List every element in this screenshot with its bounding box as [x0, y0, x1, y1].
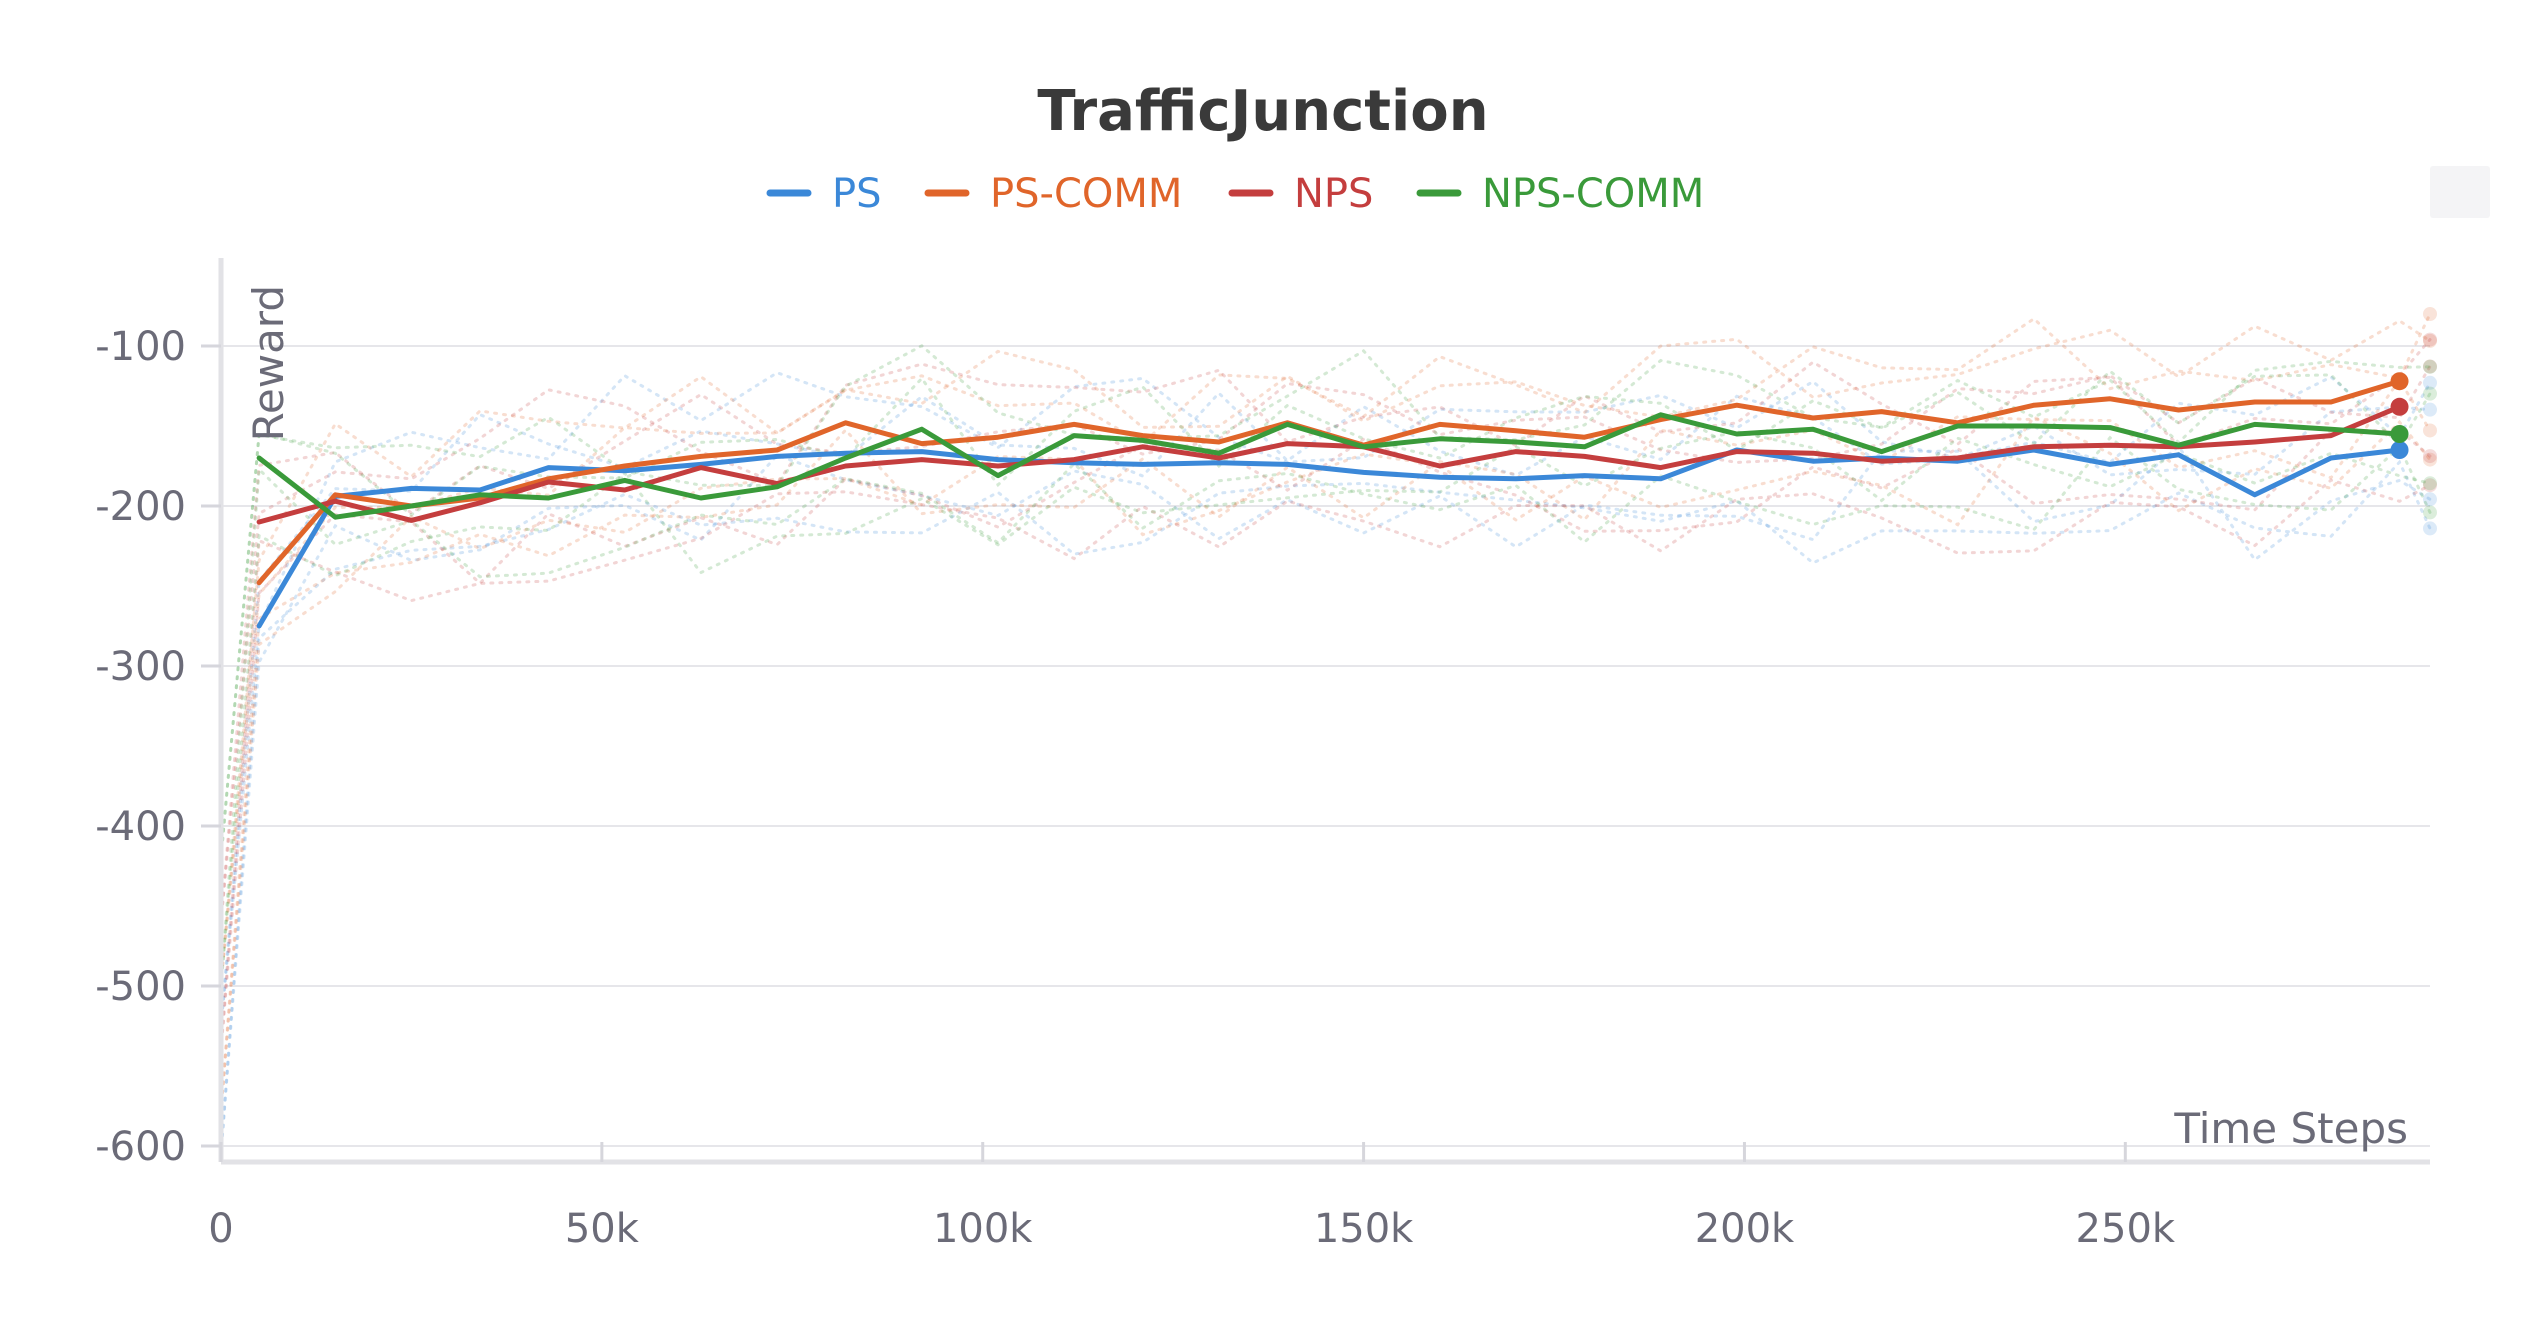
series-lines [256, 372, 2409, 629]
run-trace-end-0-1 [2423, 402, 2437, 417]
run-trace-0-2 [219, 459, 2432, 1156]
y-tick-label-0: -100 [95, 324, 186, 370]
run-trace-3-2 [219, 435, 2432, 988]
run-trace-end-2-3 [2423, 332, 2437, 347]
chart-title: TrafficJunction [1037, 79, 1488, 144]
run-trace-1-0 [219, 377, 2432, 1113]
run-trace-3-0 [219, 430, 2432, 988]
legend-label-nps-comm[interactable]: NPS-COMM [1482, 171, 1704, 217]
legend-label-nps[interactable]: NPS [1294, 171, 1373, 217]
gridlines [221, 345, 2430, 1147]
run-trace-0-3 [219, 371, 2432, 1028]
x-tick-label-2: 100k [933, 1206, 1033, 1252]
run-trace-end-2-0 [2423, 449, 2437, 464]
x-axis-ticks: 0 50k 100k 150k 200k 250k [208, 1142, 2176, 1252]
run-trace-0-1 [219, 390, 2432, 1028]
run-trace-3-1 [219, 369, 2432, 860]
y-tick-label-2: -300 [95, 644, 186, 690]
run-trace-2-1 [219, 365, 2432, 924]
run-trace-end-2-2 [2423, 478, 2437, 493]
y-axis-ticks: -100 -200 -300 -400 -500 -600 [95, 324, 221, 1170]
legend-menu-icon[interactable] [2430, 166, 2490, 218]
run-trace-2-2 [219, 478, 2432, 1052]
y-tick-label-1: -200 [95, 484, 186, 530]
run-trace-end-3-0 [2423, 476, 2437, 491]
legend-label-ps-comm[interactable]: PS-COMM [990, 171, 1182, 217]
run-trace-end-1-1 [2423, 333, 2437, 348]
y-tick-label-3: -400 [95, 804, 186, 850]
legend-label-ps[interactable]: PS [832, 171, 882, 217]
series-endpoint-nps[interactable] [2390, 397, 2409, 416]
series-line-ps-comm[interactable] [256, 378, 2402, 586]
series-endpoint-ps-comm[interactable] [2390, 372, 2409, 391]
y-axis-label: Reward [244, 285, 293, 441]
x-tick-label-3: 150k [1314, 1206, 1414, 1252]
run-trace-1-2 [219, 415, 2432, 1113]
y-tick-label-5: -600 [95, 1124, 186, 1170]
series-endpoint-nps-comm[interactable] [2390, 425, 2409, 443]
x-tick-label-1: 50k [565, 1206, 640, 1252]
run-trace-end-0-3 [2423, 375, 2437, 390]
x-axis-label: Time Steps [2173, 1104, 2408, 1153]
run-trace-end-2-1 [2423, 359, 2437, 374]
run-trace-1-3 [219, 312, 2432, 985]
run-trace-2-3 [219, 338, 2432, 924]
run-trace-end-0-2 [2423, 521, 2437, 536]
run-trace-0-0 [219, 444, 2432, 1156]
x-tick-label-0: 0 [208, 1206, 233, 1252]
run-trace-end-3-2 [2423, 505, 2437, 520]
run-trace-2-0 [219, 428, 2432, 1052]
x-tick-label-5: 250k [2076, 1206, 2176, 1252]
legend: PS PS-COMM NPS NPS-COMM [766, 171, 1704, 217]
run-trace-end-0-0 [2423, 492, 2437, 507]
run-trace-end-3-1 [2423, 386, 2437, 401]
run-trace-end-1-2 [2423, 452, 2437, 467]
run-trace-end-1-0 [2423, 423, 2437, 438]
series-line-nps[interactable] [256, 404, 2402, 525]
series-line-nps-comm[interactable] [256, 412, 2402, 520]
run-trace-end-1-3 [2423, 307, 2437, 321]
axes [218, 258, 2430, 1165]
series-endpoint-ps[interactable] [2390, 441, 2409, 459]
y-tick-label-4: -500 [95, 964, 186, 1010]
run-trace-3-3 [219, 343, 2432, 860]
x-tick-label-4: 200k [1695, 1206, 1795, 1252]
individual-run-traces [219, 307, 2437, 1156]
run-trace-end-3-3 [2423, 359, 2437, 374]
